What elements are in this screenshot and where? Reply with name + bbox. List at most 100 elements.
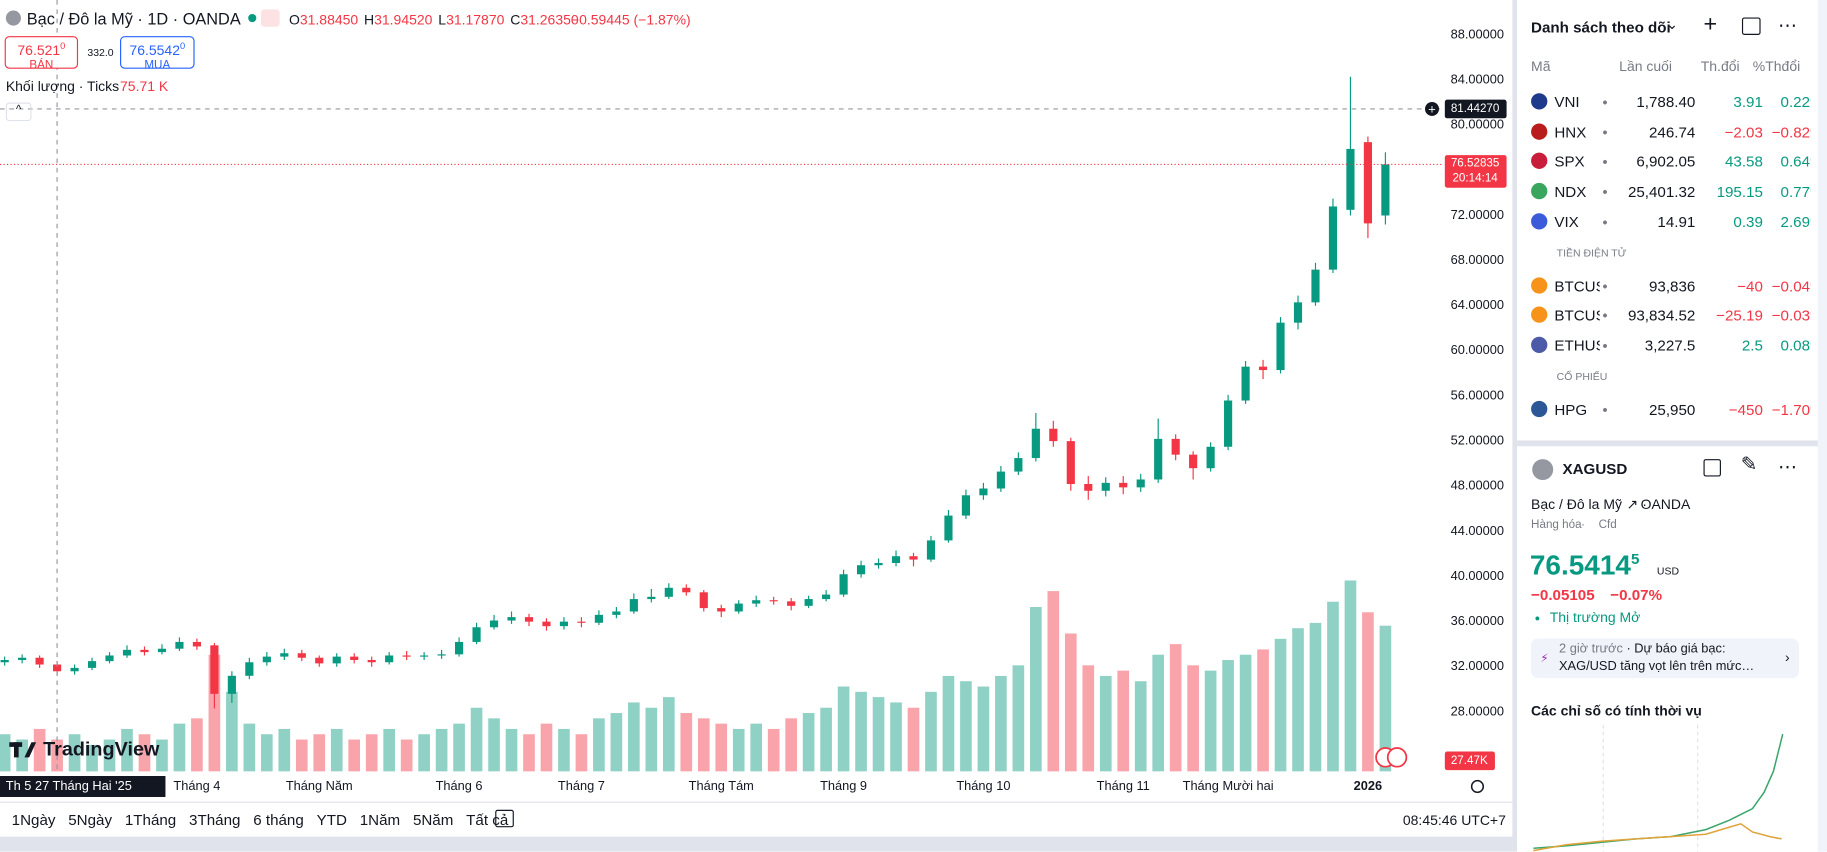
ohlc-label: C [510, 11, 521, 28]
dot: ● [1602, 216, 1608, 227]
volume-bar [1099, 675, 1112, 772]
volume-bar [1222, 660, 1234, 772]
column-header: Mã [1531, 58, 1551, 75]
y-tick-label: 64.00000 [1451, 297, 1504, 312]
candle-body [385, 655, 394, 663]
y-tick-label: 72.00000 [1451, 207, 1504, 222]
timeframe-button[interactable]: 6 tháng [253, 810, 304, 829]
grid-icon[interactable] [1703, 459, 1721, 477]
y-tick-label: 88.00000 [1451, 26, 1504, 41]
x-tick-label: Tháng 11 [1097, 778, 1150, 793]
volume-bar [1012, 665, 1025, 772]
watchlist-row[interactable]: SPX ● 6,902.05 43.58 0.64% [1531, 147, 1811, 176]
news-card[interactable]: ⚡ 2 giờ trước · Dự báo giá bạc: XAG/USD … [1531, 638, 1800, 679]
more-icon[interactable]: ⋯ [1778, 457, 1797, 478]
buy-button[interactable]: 76.55420 MUA [120, 36, 195, 72]
watchlist-row[interactable]: BTCUSD● 93,836 −40 −0.04% [1531, 271, 1811, 300]
ohlc-value: 31.17870 [446, 11, 505, 28]
candle-body [1241, 366, 1250, 401]
details-price-sup: 5 [1630, 549, 1640, 568]
volume-bar [453, 723, 465, 772]
logo-mark [13, 742, 19, 758]
volume-bar [1239, 654, 1252, 772]
volume-bar [226, 691, 238, 772]
volume-bar [785, 718, 797, 772]
sell-button[interactable]: 76.5210 BÁN [4, 36, 79, 72]
candle-body [87, 661, 97, 668]
timeframe-button[interactable]: YTD [316, 810, 347, 829]
column-header: %Thđổi [1752, 58, 1801, 75]
change-percent: 0.64% [1780, 153, 1811, 171]
watchlist-title[interactable]: Danh sách theo dõi [1531, 18, 1671, 37]
change-percent: 0.77% [1780, 183, 1811, 201]
volume-bar [278, 728, 291, 772]
volume-bar [191, 718, 203, 772]
change: 43.58 [1724, 153, 1763, 171]
symbol-icon [1531, 400, 1548, 417]
x-tick-label: Tháng Năm [286, 778, 353, 793]
date-range-button[interactable] [495, 809, 514, 828]
candle-body [472, 627, 481, 642]
timeframe-button[interactable]: 5Ngày [68, 810, 113, 829]
timeframe-button[interactable]: Tất cả [466, 810, 509, 829]
candle-body [210, 645, 219, 694]
volume-bar [365, 734, 378, 772]
more-icon[interactable]: ⋯ [1778, 16, 1797, 37]
volume-bar [1274, 638, 1287, 772]
symbol-icon [5, 10, 21, 26]
volume-bar [173, 723, 186, 772]
timeframe-button[interactable]: 1Ngày [11, 810, 56, 829]
timeframe-button[interactable]: 3Tháng [189, 810, 241, 829]
ohlc-value: 31.88450 [299, 11, 359, 28]
watchlist-row[interactable]: BTCUSD● 93,834.52 −25.19 −0.03% [1531, 301, 1811, 330]
candle-body [315, 657, 324, 664]
sell-price: 76.521 [17, 41, 61, 59]
volume-bar [890, 702, 902, 772]
watchlist-row[interactable]: VNI ● 1,788.40 3.91 0.22% [1531, 87, 1811, 116]
add-icon[interactable]: + [1703, 11, 1718, 38]
y-tick-label: 40.00000 [1451, 568, 1504, 583]
ohlc-value: 31.26350 [520, 11, 579, 28]
volume-bar [1204, 670, 1217, 772]
y-tick-label: 36.00000 [1451, 613, 1504, 628]
edit-icon[interactable]: ✎ [1740, 453, 1758, 476]
watchlist-row[interactable]: ETHUSD● 3,227.5 2.5 0.08% [1531, 331, 1811, 360]
collapse-button[interactable]: ^ [5, 102, 32, 122]
volume-bar [400, 739, 413, 772]
watchlist-row[interactable]: HNX ● 246.74 −2.03 −0.82% [1531, 117, 1811, 146]
layout-icon[interactable] [1741, 17, 1761, 35]
volume-bar [540, 723, 553, 772]
timeframe-button[interactable]: 1Năm [359, 810, 401, 829]
timeframe-button[interactable]: 5Năm [412, 810, 454, 829]
candle-body [1101, 482, 1110, 491]
details-price: 76.5414 [1529, 549, 1631, 582]
details-change-percent: −0.07% [1610, 586, 1663, 604]
x-tick-label: 2026 [1354, 778, 1382, 793]
candle-body [35, 657, 44, 665]
volume-bar [261, 734, 273, 772]
change: −40 [1737, 276, 1763, 295]
candle-body [909, 556, 918, 560]
dot: ● [1602, 310, 1608, 321]
volume-bar [33, 728, 46, 772]
dropdown-icon[interactable]: ⌄ [1666, 16, 1678, 33]
candle-body [944, 515, 953, 541]
watchlist-row[interactable]: NDX ● 25,401.32 195.15 0.77% [1531, 177, 1811, 206]
spread: 332.0 [87, 46, 114, 59]
watchlist-row[interactable]: HPG ● 25,950 −450 −1.70% [1531, 395, 1811, 424]
watchlist-row[interactable]: VIX ● 14.91 0.39 2.69% [1531, 207, 1811, 236]
timeframe-button[interactable]: 1Tháng [124, 810, 177, 829]
x-tick-label: Tháng 4 [173, 778, 220, 793]
symbol-line[interactable]: Bạc / Đô la Mỹ · 1D · OANDA [26, 9, 241, 28]
candle-body [350, 656, 359, 660]
column-header: Th.đổi [1700, 58, 1740, 75]
candle-body [1224, 400, 1233, 447]
symbol: ETHUSD [1554, 336, 1599, 355]
y-tick-label: 28.00000 [1451, 703, 1504, 718]
change-percent: −0.03% [1771, 306, 1811, 325]
x-tick-label: Tháng 9 [820, 778, 867, 793]
logo-mark [24, 742, 37, 758]
market-status: Thị trường Mở [1549, 609, 1641, 626]
change: −2.03 [1724, 123, 1763, 141]
